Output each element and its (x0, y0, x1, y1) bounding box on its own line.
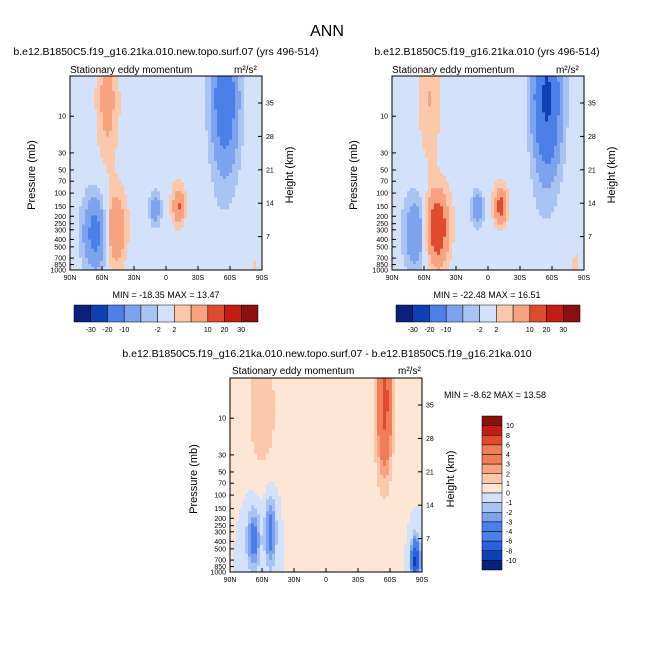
y-tick-label: 200 (54, 214, 66, 221)
height-tick-label: 35 (266, 101, 274, 108)
colorbar-label: -30 (86, 327, 96, 334)
x-tick-label: 30S (192, 275, 205, 282)
colorbar-box (91, 305, 108, 322)
panel-1: b.e12.B1850C5.f19_g16.21ka.010.new.topo.… (13, 46, 318, 334)
y-tick-label: 30 (58, 150, 66, 157)
height-tick-label: 21 (266, 167, 274, 174)
y-tick-label: 400 (54, 237, 66, 244)
x-tick-label: 90S (256, 275, 269, 282)
x-tick-label: 60N (96, 275, 109, 282)
y-tick-label: 50 (58, 167, 66, 174)
colorbar-box (74, 305, 91, 322)
panel-1-title: b.e12.B1850C5.f19_g16.21ka.010.new.topo.… (13, 46, 318, 58)
colorbar-box (141, 305, 158, 322)
height-tick-label: 14 (266, 201, 274, 208)
colorbar-label: -2 (155, 327, 161, 334)
x-tick-label: 60S (224, 275, 237, 282)
height-tick-label: 7 (266, 234, 270, 241)
colorbar-box (241, 305, 258, 322)
page-title: ANN (310, 23, 344, 40)
y-tick-label: 150 (54, 204, 66, 211)
panel-2-subtitle: Stationary eddy momentum (392, 65, 514, 76)
y-tick-label: 100 (54, 191, 66, 198)
panel-1-ylabel-right: Height (km) (284, 147, 296, 204)
colorbar-box (124, 305, 141, 322)
colorbar-label: -10 (119, 327, 129, 334)
height-tick-label: 28 (266, 134, 274, 141)
colorbar-box (174, 305, 191, 322)
y-tick-label: 70 (58, 179, 66, 186)
colorbar-label: 2 (172, 327, 176, 334)
colorbar-label: 30 (237, 327, 245, 334)
y-tick-label: 500 (54, 244, 66, 251)
panel-2-units: m²/s² (556, 65, 579, 76)
x-tick-label: 0 (164, 275, 168, 282)
panel-1-colorbar: -30 -20 -10 -2 2 10 20 30 (74, 305, 258, 334)
x-tick-label: 90N (64, 275, 77, 282)
panel-1-stats: MIN = -18.35 MAX = 13.47 (112, 290, 219, 300)
colorbar-box (158, 305, 175, 322)
colorbar-box (191, 305, 208, 322)
y-tick-label: 1000 (50, 268, 66, 275)
panel-1-units: m²/s² (234, 65, 257, 76)
colorbar-label: -20 (102, 327, 112, 334)
panel-2: b.e12.B1850C5.f19_g16.21ka.010 (yrs 496-… (348, 46, 618, 334)
colorbar-label: 10 (204, 327, 212, 334)
colorbar-label: 20 (221, 327, 229, 334)
x-tick-label: 30N (128, 275, 141, 282)
panel-1-subtitle: Stationary eddy momentum (70, 65, 192, 76)
y-tick-label: 300 (54, 227, 66, 234)
panel-1-ylabel: Pressure (mb) (26, 140, 38, 210)
colorbar-box (208, 305, 225, 322)
colorbar-box (225, 305, 242, 322)
panel-2-title: b.e12.B1850C5.f19_g16.21ka.010 (yrs 496-… (374, 46, 599, 58)
colorbar-box (107, 305, 124, 322)
y-tick-label: 10 (58, 114, 66, 121)
